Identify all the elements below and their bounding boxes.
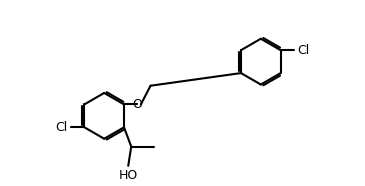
Text: Cl: Cl — [297, 44, 310, 57]
Text: HO: HO — [119, 169, 138, 182]
Text: O: O — [132, 98, 142, 111]
Text: Cl: Cl — [55, 121, 68, 134]
